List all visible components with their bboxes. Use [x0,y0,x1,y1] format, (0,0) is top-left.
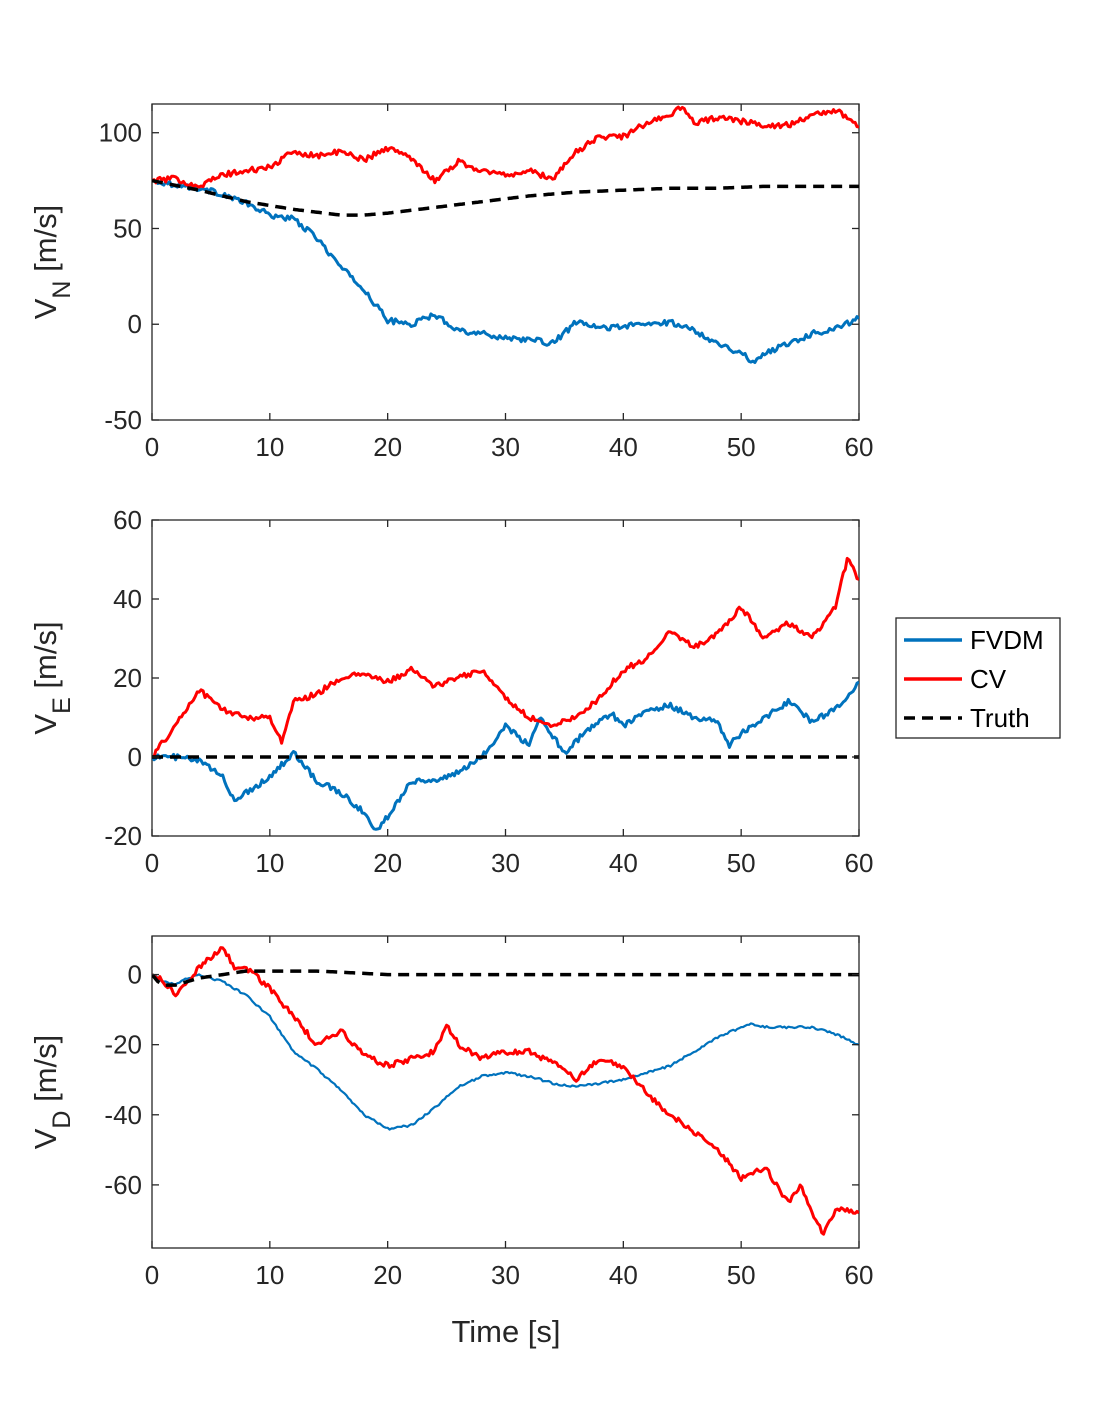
x-tick-label: 10 [255,432,284,462]
legend-label-cv: CV [970,664,1007,694]
x-tick-label: 40 [609,432,638,462]
series-line-truth [152,969,859,987]
legend-entry-cv: CV [904,664,1007,694]
y-tick-label: 0 [128,742,142,772]
x-tick-label: 60 [845,848,874,878]
y-tick-labels: -20 0 20 40 60 [104,505,142,851]
y-tick-label: -20 [104,1030,142,1060]
y-axis-label: VD [m/s] [28,1035,76,1150]
legend-entry-truth: Truth [904,703,1030,733]
x-tick-label: 30 [491,848,520,878]
legend: FVDM CV Truth [895,617,1061,739]
x-tick-label: 50 [727,848,756,878]
x-tick-label: 40 [609,1260,638,1290]
y-tick-label: 60 [113,505,142,535]
x-tick-label: 20 [373,1260,402,1290]
y-tick-label: 20 [113,663,142,693]
x-tick-labels: 0 10 20 30 40 50 60 [145,848,874,878]
series-line-truth [152,178,859,217]
series-line-fvdm [152,680,859,831]
y-tick-labels: -50 0 50 100 [99,118,142,435]
series-layer [152,556,859,831]
x-tick-label: 20 [373,432,402,462]
legend-entry-fvdm: FVDM [904,625,1044,655]
x-tick-label: 30 [491,432,520,462]
series-line-cv [152,946,859,1236]
series-line-fvdm [152,178,859,364]
x-tick-labels: 0 10 20 30 40 50 60 [145,1260,874,1290]
x-tick-label: 10 [255,848,284,878]
y-axis-label: VN [m/s] [28,205,76,320]
y-axis-label: VE [m/s] [28,621,76,734]
y-tick-label: -40 [104,1100,142,1130]
y-tick-label: -20 [104,821,142,851]
x-tick-label: 0 [145,432,159,462]
series-line-cv [152,105,859,189]
y-tick-label: 50 [113,213,142,243]
y-tick-label: -60 [104,1170,142,1200]
x-tick-label: 60 [845,432,874,462]
x-tick-label: 40 [609,848,638,878]
x-tick-label: 0 [145,848,159,878]
x-tick-labels: 0 10 20 30 40 50 60 [145,432,874,462]
series-line-fvdm [152,973,859,1131]
legend-label-truth: Truth [970,703,1030,733]
y-tick-label: 0 [128,960,142,990]
x-tick-label: 10 [255,1260,284,1290]
x-tick-label: 30 [491,1260,520,1290]
velocity-down-subplot: 0 10 20 30 40 50 60 -60 -40 -20 0 VD [m/s] Time [… [28,935,874,1349]
y-tick-label: 0 [128,309,142,339]
y-tick-label: -50 [104,405,142,435]
x-tick-label: 60 [845,1260,874,1290]
series-layer [152,105,859,364]
x-tick-label: 0 [145,1260,159,1290]
legend-label-fvdm: FVDM [970,625,1044,655]
x-axis-label: Time [s] [451,1314,560,1349]
x-tick-label: 20 [373,848,402,878]
series-line-cv [152,556,859,759]
series-layer [152,946,859,1236]
x-tick-label: 50 [727,1260,756,1290]
y-tick-label: 100 [99,118,142,148]
y-tick-labels: -60 -40 -20 0 [104,960,142,1200]
y-tick-label: 40 [113,584,142,614]
x-tick-label: 50 [727,432,756,462]
